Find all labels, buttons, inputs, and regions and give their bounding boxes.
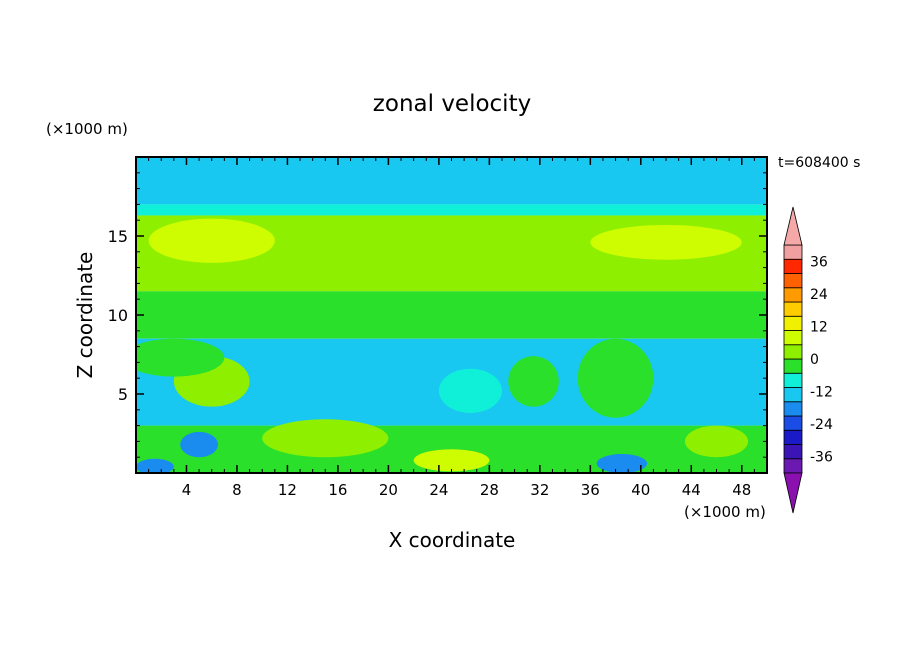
- field-feature: [684, 425, 749, 458]
- y-tick-label: 10: [108, 306, 128, 325]
- field-feature: [287, 243, 490, 285]
- colorbar-swatch: [783, 287, 803, 303]
- colorbar-under-arrow: [783, 472, 803, 514]
- x-tick-label: 12: [278, 481, 297, 499]
- velocity-field: [136, 157, 767, 473]
- x-tick-label: 24: [429, 481, 448, 499]
- chart-title: zonal velocity: [373, 91, 531, 117]
- colorbar-swatch: [783, 315, 803, 331]
- x-axis-label: X coordinate: [389, 528, 516, 552]
- field-band: [136, 157, 767, 205]
- x-tick-label: 8: [232, 481, 242, 499]
- colorbar-swatch: [783, 330, 803, 346]
- field-feature: [287, 362, 439, 426]
- field-feature: [262, 419, 389, 458]
- colorbar-over-arrow: [783, 206, 803, 246]
- colorbar-swatch: [783, 458, 803, 474]
- colorbar-label: -24: [810, 417, 833, 433]
- field-feature: [596, 454, 648, 473]
- x-tick-label: 36: [581, 481, 600, 499]
- colorbar-swatch: [783, 301, 803, 317]
- field-feature: [180, 431, 219, 458]
- colorbar-swatch: [783, 401, 803, 417]
- x-tick-label: 20: [379, 481, 398, 499]
- field-feature: [577, 338, 654, 418]
- field-feature: [508, 356, 559, 407]
- colorbar-swatch: [783, 444, 803, 460]
- colorbar-label: 36: [810, 254, 828, 270]
- x-tick-label: 40: [631, 481, 650, 499]
- colorbar-swatch: [783, 258, 803, 274]
- colorbar-swatch: [783, 273, 803, 289]
- field-feature: [136, 338, 225, 377]
- field-feature: [148, 218, 275, 263]
- colorbar-label: -36: [810, 450, 833, 466]
- field-band: [136, 291, 767, 339]
- colorbar: 36 24 12 0 -12 -24 -36: [783, 206, 833, 514]
- colorbar-label: 0: [810, 352, 819, 368]
- field-feature: [691, 341, 767, 390]
- colorbar-swatch: [783, 415, 803, 431]
- colorbar-swatch: [783, 372, 803, 388]
- colorbar-swatch: [783, 429, 803, 445]
- colorbar-label: -12: [810, 385, 833, 401]
- colorbar-swatch: [783, 387, 803, 403]
- x-tick-label: 16: [328, 481, 347, 499]
- x-unit-label: (×1000 m): [684, 503, 766, 521]
- field-feature: [438, 368, 502, 413]
- x-tick-label: 4: [182, 481, 192, 499]
- field-layer: [136, 157, 767, 473]
- field-feature: [590, 224, 742, 260]
- colorbar-swatch: [783, 358, 803, 374]
- time-label: t=608400 s: [778, 155, 860, 171]
- colorbar-label: 24: [810, 287, 828, 303]
- y-tick-label: 5: [118, 385, 128, 404]
- y-tick-label: 15: [108, 227, 128, 246]
- colorbar-swatch: [783, 244, 803, 260]
- y-axis-label: Z coordinate: [73, 252, 97, 379]
- x-tick-label: 28: [480, 481, 499, 499]
- colorbar-label: 12: [810, 319, 828, 335]
- field-band: [136, 204, 767, 216]
- field-feature: [136, 458, 174, 473]
- field-feature: [413, 449, 490, 472]
- x-tick-label: 44: [682, 481, 701, 499]
- x-tick-label: 48: [732, 481, 751, 499]
- y-unit-label: (×1000 m): [46, 120, 128, 138]
- x-tick-label: 32: [530, 481, 549, 499]
- colorbar-swatch: [783, 344, 803, 360]
